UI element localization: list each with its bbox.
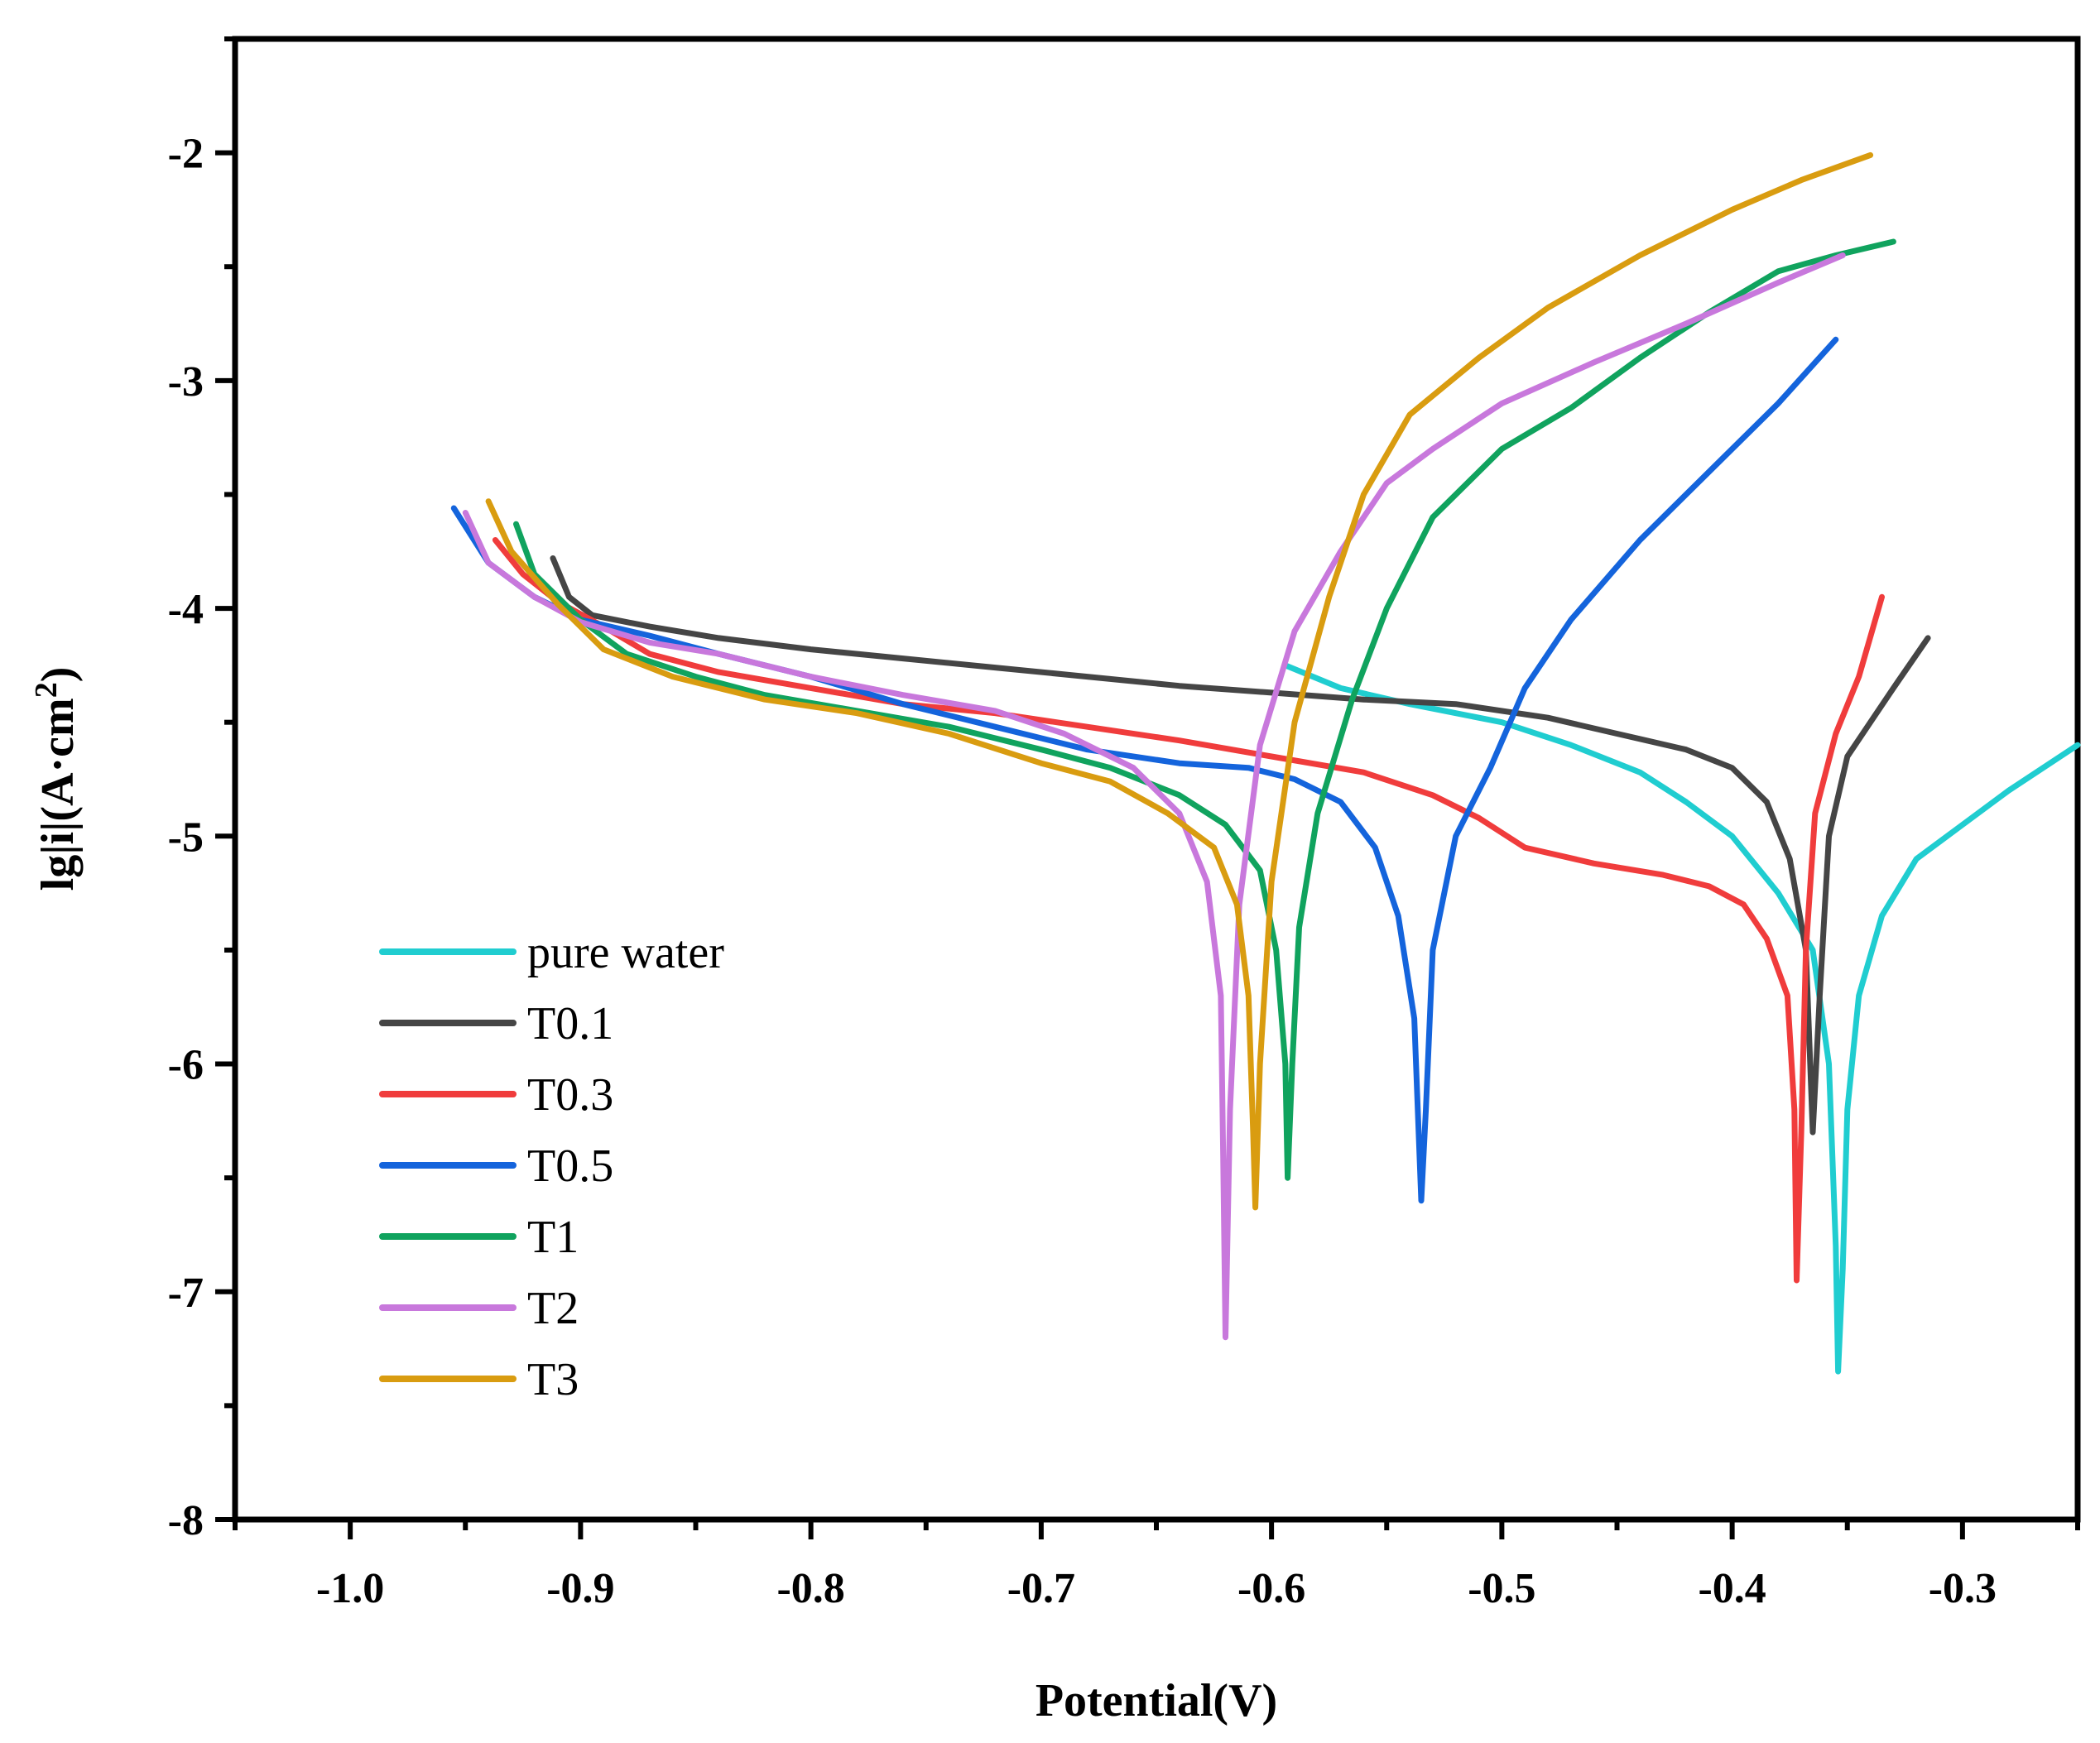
series-line-t3 <box>485 151 1874 1211</box>
y-tick-label: -3 <box>168 358 204 406</box>
x-tick-label: -1.0 <box>316 1565 384 1612</box>
legend-label: T3 <box>527 1354 579 1405</box>
series-line-t0-1 <box>550 555 1931 1136</box>
x-tick-label: -0.7 <box>1007 1565 1075 1612</box>
y-tick-label: -5 <box>168 814 204 861</box>
x-tick-label: -0.3 <box>1929 1565 1997 1612</box>
legend-label: T1 <box>527 1212 579 1263</box>
series-layer <box>450 151 2081 1375</box>
series-line-pure-water <box>1282 662 2081 1375</box>
series-line-t0-5 <box>450 336 1839 1204</box>
y-tick-label: -7 <box>168 1270 204 1317</box>
legend-label: T0.3 <box>527 1069 613 1121</box>
legend-label: T0.5 <box>527 1140 613 1192</box>
x-tick-label: -0.9 <box>546 1565 614 1612</box>
y-tick-label: -2 <box>168 131 204 178</box>
series-line-t1 <box>513 238 1896 1181</box>
x-tick-label: -0.5 <box>1468 1565 1535 1612</box>
legend-label: pure water <box>527 927 724 978</box>
y-tick-label: -8 <box>168 1497 204 1544</box>
series-line-t0-3 <box>492 537 1885 1284</box>
x-axis-ticks: -1.0 -0.9 -0.8 -0.7 -0.6 -0.5 -0.4 -0.3 <box>233 1520 2080 1612</box>
x-axis-title: Potential(V) <box>1036 1675 1277 1726</box>
legend-label: T2 <box>527 1283 579 1334</box>
series-line-t2 <box>462 252 1846 1341</box>
x-tick-label: -0.8 <box>776 1565 844 1612</box>
x-tick-label: -0.6 <box>1237 1565 1305 1612</box>
y-tick-label: -4 <box>168 586 204 633</box>
plot-frame <box>232 36 2081 1523</box>
legend: pure water T0.1 T0.3 T0.5 T1 T2 T3 <box>379 927 724 1405</box>
y-axis-title: lg|i|(A·cm2) <box>29 667 84 891</box>
x-tick-label: -0.4 <box>1698 1565 1766 1612</box>
legend-label: T0.1 <box>527 998 613 1049</box>
y-axis-ticks: -8 -7 -6 -5 -4 -3 -2 <box>168 36 235 1544</box>
y-tick-label: -6 <box>168 1042 204 1089</box>
